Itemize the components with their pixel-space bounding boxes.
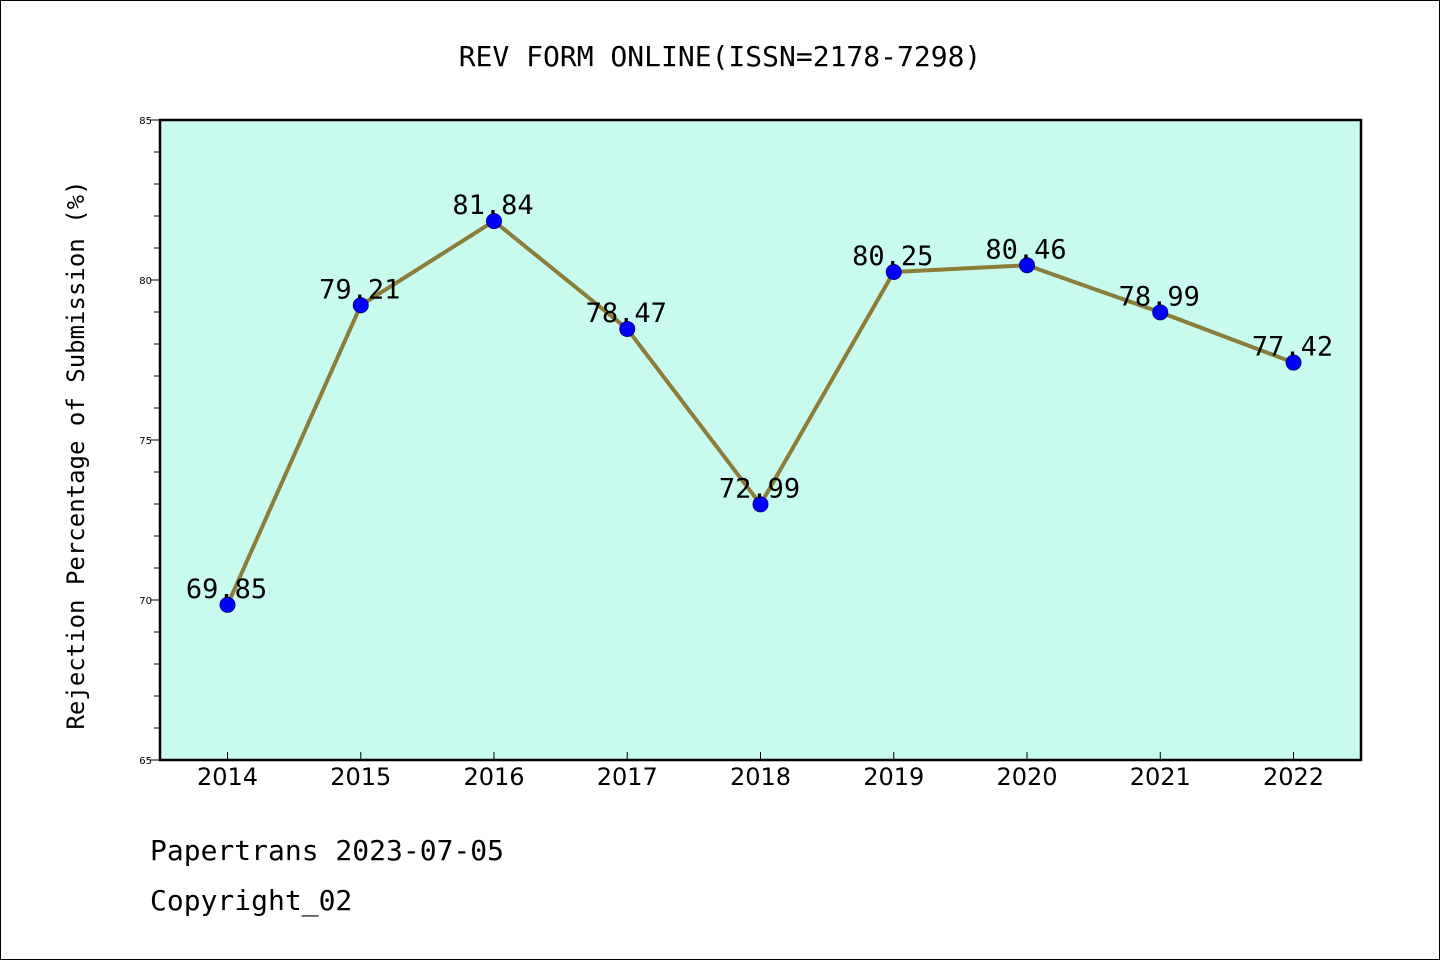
- data-label: 80.25: [852, 241, 933, 272]
- x-tick-label: 2019: [863, 763, 924, 791]
- data-label: 79.21: [319, 274, 400, 305]
- data-point: [352, 297, 369, 314]
- x-tick-label: 2014: [197, 763, 258, 791]
- data-point: [1152, 304, 1169, 321]
- x-tick-label: 2015: [330, 763, 391, 791]
- y-axis: 65 70 75 80 85: [139, 116, 160, 767]
- data-label: 81.84: [452, 190, 533, 221]
- footer-date-line: Papertrans 2023-07-05: [150, 834, 505, 867]
- x-tick-label: 2016: [463, 763, 524, 791]
- x-tick-label: 2018: [730, 763, 791, 791]
- y-tick-label: 85: [139, 116, 152, 127]
- data-point: [486, 213, 502, 230]
- y-tick-label: 80: [139, 276, 152, 287]
- y-tick-label: 65: [139, 756, 152, 767]
- data-point: [1019, 257, 1035, 274]
- data-label: 69.85: [186, 574, 267, 605]
- y-axis-label: Rejection Percentage of Submission (%): [62, 180, 90, 729]
- x-tick-label: 2017: [597, 763, 658, 791]
- x-axis: 2014 2015 2016 2017 2018 2019 2020 2021 2022: [197, 752, 1324, 791]
- data-point: [619, 320, 636, 337]
- y-tick-label: 75: [139, 436, 152, 447]
- series-layer: 69.85 79.21 81.84 78.47 72.99 80.25 80.46 78.99…: [186, 190, 1333, 613]
- y-tick-label: 70: [139, 596, 152, 607]
- x-tick-label: 2021: [1130, 763, 1191, 791]
- chart-title: REV FORM ONLINE(ISSN=2178-7298): [459, 40, 982, 73]
- data-label: 78.47: [586, 298, 667, 329]
- data-label: 78.99: [1119, 281, 1200, 312]
- footer-copyright-line: Copyright_02: [150, 884, 353, 917]
- x-tick-label: 2020: [996, 763, 1057, 791]
- plot-area: [160, 120, 1361, 760]
- data-label: 77.42: [1252, 332, 1333, 363]
- data-point: [752, 496, 769, 513]
- data-point: [1285, 354, 1302, 371]
- x-tick-label: 2022: [1263, 763, 1324, 791]
- data-label: 80.46: [985, 234, 1066, 265]
- data-label: 72.99: [719, 473, 800, 504]
- data-point: [219, 596, 236, 613]
- plot-border: [158, 118, 1363, 762]
- data-point: [885, 264, 902, 280]
